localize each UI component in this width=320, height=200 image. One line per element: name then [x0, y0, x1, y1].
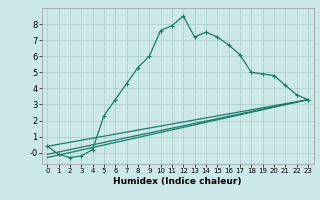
X-axis label: Humidex (Indice chaleur): Humidex (Indice chaleur): [113, 177, 242, 186]
